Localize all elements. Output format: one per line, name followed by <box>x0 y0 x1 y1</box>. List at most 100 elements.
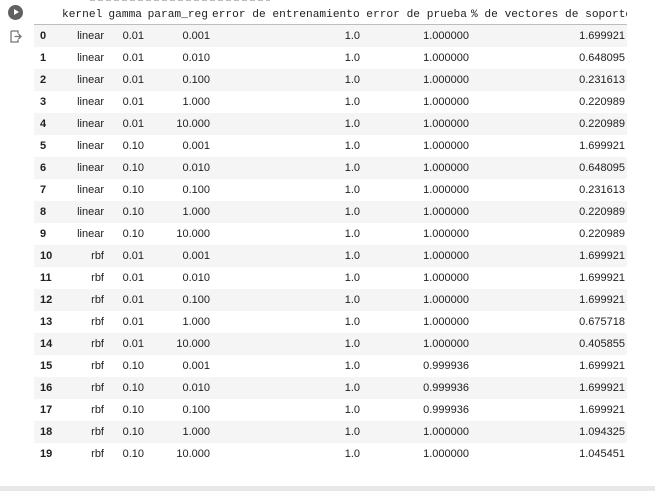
column-header-kernel: kernel <box>62 5 106 25</box>
cell-vectores-soporte: 1.699921 <box>471 377 627 399</box>
cell-error-entrenamiento: 1.0 <box>212 69 362 91</box>
dataframe-output: kernel gamma param_reg error de entrenamien… <box>34 5 627 465</box>
table-row: 4 linear 0.01 10.000 1.0 1.000000 0.220989 <box>34 113 627 135</box>
cell-vectores-soporte: 0.220989 <box>471 91 627 113</box>
cell-kernel: rbf <box>62 311 106 333</box>
cell-error-prueba: 1.000000 <box>362 223 471 245</box>
table-row: 2 linear 0.01 0.100 1.0 1.000000 0.231613 <box>34 69 627 91</box>
cell-param-reg: 0.001 <box>146 24 212 47</box>
cell-error-prueba: 0.999936 <box>362 399 471 421</box>
cell-gamma: 0.10 <box>106 157 146 179</box>
cell-kernel: rbf <box>62 289 106 311</box>
cell-kernel: rbf <box>62 377 106 399</box>
cell-kernel: linear <box>62 69 106 91</box>
cell-error-entrenamiento: 1.0 <box>212 421 362 443</box>
cell-error-prueba: 1.000000 <box>362 47 471 69</box>
cell-vectores-soporte: 1.094325 <box>471 421 627 443</box>
row-index: 5 <box>34 135 62 157</box>
cell-param-reg: 10.000 <box>146 443 212 465</box>
column-header-param-reg: param_reg <box>146 5 212 25</box>
cell-kernel: linear <box>62 135 106 157</box>
row-index: 6 <box>34 157 62 179</box>
table-row: 18 rbf 0.10 1.000 1.0 1.000000 1.094325 <box>34 421 627 443</box>
cell-param-reg: 0.001 <box>146 135 212 157</box>
cell-error-entrenamiento: 1.0 <box>212 24 362 47</box>
cell-gamma: 0.01 <box>106 311 146 333</box>
column-header-gamma: gamma <box>106 5 146 25</box>
cell-gamma: 0.01 <box>106 69 146 91</box>
cell-vectores-soporte: 0.405855 <box>471 333 627 355</box>
column-header-vectores-soporte: % de vectores de soporte <box>471 5 627 25</box>
cell-error-prueba: 1.000000 <box>362 113 471 135</box>
cell-error-entrenamiento: 1.0 <box>212 267 362 289</box>
cell-kernel: linear <box>62 201 106 223</box>
cell-kernel: linear <box>62 179 106 201</box>
cell-gamma: 0.01 <box>106 47 146 69</box>
row-index: 0 <box>34 24 62 47</box>
row-index: 19 <box>34 443 62 465</box>
cell-gamma: 0.10 <box>106 201 146 223</box>
cell-error-prueba: 1.000000 <box>362 421 471 443</box>
cell-param-reg: 10.000 <box>146 223 212 245</box>
table-row: 17 rbf 0.10 0.100 1.0 0.999936 1.699921 <box>34 399 627 421</box>
table-row: 3 linear 0.01 1.000 1.0 1.000000 0.220989 <box>34 91 627 113</box>
cell-gamma: 0.10 <box>106 443 146 465</box>
cell-vectores-soporte: 1.699921 <box>471 399 627 421</box>
cell-kernel: linear <box>62 24 106 47</box>
cell-kernel: linear <box>62 157 106 179</box>
row-index: 4 <box>34 113 62 135</box>
table-row: 9 linear 0.10 10.000 1.0 1.000000 0.220989 <box>34 223 627 245</box>
cell-param-reg: 0.001 <box>146 245 212 267</box>
row-index: 10 <box>34 245 62 267</box>
cell-param-reg: 1.000 <box>146 421 212 443</box>
cell-error-entrenamiento: 1.0 <box>212 399 362 421</box>
cell-error-entrenamiento: 1.0 <box>212 157 362 179</box>
cell-gamma: 0.10 <box>106 223 146 245</box>
cell-gamma: 0.10 <box>106 421 146 443</box>
cell-gamma: 0.10 <box>106 355 146 377</box>
cell-error-prueba: 1.000000 <box>362 245 471 267</box>
cell-gutter <box>0 0 30 491</box>
cell-kernel: linear <box>62 47 106 69</box>
table-row: 16 rbf 0.10 0.010 1.0 0.999936 1.699921 <box>34 377 627 399</box>
row-index: 18 <box>34 421 62 443</box>
cell-error-entrenamiento: 1.0 <box>212 245 362 267</box>
cell-error-prueba: 1.000000 <box>362 24 471 47</box>
cell-param-reg: 0.100 <box>146 69 212 91</box>
row-index: 8 <box>34 201 62 223</box>
run-cell-icon[interactable] <box>8 5 23 20</box>
cell-error-entrenamiento: 1.0 <box>212 91 362 113</box>
cell-vectores-soporte: 0.675718 <box>471 311 627 333</box>
row-index: 16 <box>34 377 62 399</box>
table-row: 12 rbf 0.01 0.100 1.0 1.000000 1.699921 <box>34 289 627 311</box>
cell-error-entrenamiento: 1.0 <box>212 201 362 223</box>
row-index: 3 <box>34 91 62 113</box>
table-row: 14 rbf 0.01 10.000 1.0 1.000000 0.405855 <box>34 333 627 355</box>
scroll-edge <box>0 486 655 491</box>
cell-kernel: rbf <box>62 267 106 289</box>
column-header-index <box>34 5 62 25</box>
cropped-code-line <box>90 0 270 2</box>
cell-gamma: 0.01 <box>106 91 146 113</box>
cell-vectores-soporte: 0.220989 <box>471 113 627 135</box>
cell-gamma: 0.01 <box>106 245 146 267</box>
cell-error-prueba: 1.000000 <box>362 179 471 201</box>
cell-gamma: 0.10 <box>106 377 146 399</box>
cell-param-reg: 0.001 <box>146 355 212 377</box>
cell-kernel: rbf <box>62 399 106 421</box>
row-index: 14 <box>34 333 62 355</box>
cell-gamma: 0.10 <box>106 399 146 421</box>
cell-error-entrenamiento: 1.0 <box>212 113 362 135</box>
cell-error-prueba: 1.000000 <box>362 157 471 179</box>
output-redirect-icon[interactable] <box>8 29 23 44</box>
table-row: 13 rbf 0.01 1.000 1.0 1.000000 0.675718 <box>34 311 627 333</box>
cell-error-entrenamiento: 1.0 <box>212 223 362 245</box>
cell-param-reg: 0.010 <box>146 47 212 69</box>
table-body: 0 linear 0.01 0.001 1.0 1.000000 1.699921 1 line… <box>34 24 627 465</box>
cell-error-entrenamiento: 1.0 <box>212 311 362 333</box>
cell-param-reg: 10.000 <box>146 333 212 355</box>
cell-error-entrenamiento: 1.0 <box>212 355 362 377</box>
cell-kernel: linear <box>62 113 106 135</box>
cell-error-prueba: 1.000000 <box>362 311 471 333</box>
cell-error-prueba: 1.000000 <box>362 201 471 223</box>
